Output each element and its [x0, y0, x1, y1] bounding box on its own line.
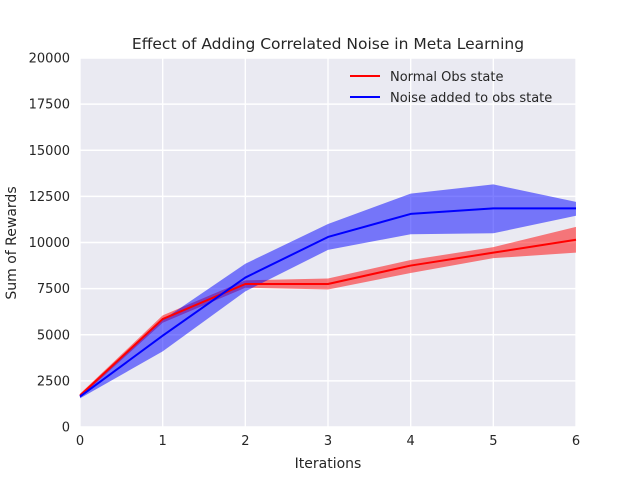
y-tick-label: 20000 — [29, 52, 70, 67]
y-tick-label: 2500 — [37, 374, 70, 389]
x-tick-label: 3 — [324, 434, 332, 449]
y-tick-label: 15000 — [29, 144, 70, 159]
x-axis-title: Iterations — [295, 456, 362, 472]
series-lines — [79, 207, 577, 398]
line-noise — [79, 207, 576, 398]
band-noise — [80, 184, 576, 399]
line-normal — [79, 238, 577, 397]
y-tick-labels: 0 2500 5000 7500 10000 12500 15000 17500 20000 — [29, 52, 70, 436]
chart-title: Effect of Adding Correlated Noise in Met… — [132, 35, 524, 53]
x-tick-label: 5 — [489, 434, 497, 449]
x-tick-labels: 0 1 2 3 4 5 6 — [76, 434, 580, 449]
y-tick-label: 17500 — [29, 98, 70, 113]
y-axis-title: Sum of Rewards — [4, 186, 20, 299]
y-tick-label: 7500 — [37, 282, 70, 297]
y-tick-label: 0 — [62, 421, 70, 436]
x-tick-label: 1 — [159, 434, 167, 449]
x-tick-label: 2 — [241, 434, 249, 449]
x-tick-label: 0 — [76, 434, 84, 449]
legend: Normal Obs state Noise added to obs stat… — [350, 70, 552, 106]
legend-label-noise: Noise added to obs state — [390, 91, 552, 106]
y-tick-label: 5000 — [37, 328, 70, 343]
x-tick-label: 6 — [572, 434, 580, 449]
y-tick-label: 12500 — [29, 190, 70, 205]
x-tick-label: 4 — [407, 434, 415, 449]
y-tick-label: 10000 — [29, 236, 70, 251]
legend-label-normal: Normal Obs state — [390, 70, 504, 85]
